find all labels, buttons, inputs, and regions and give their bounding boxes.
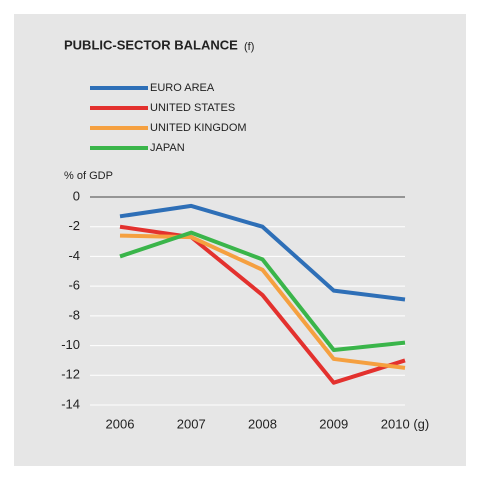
x-tick-label: 2010 (g): [381, 416, 429, 431]
y-tick-label: -4: [68, 248, 80, 263]
series-line: [119, 233, 406, 370]
chart-title: PUBLIC-SECTOR BALANCE: [64, 37, 238, 52]
y-axis-label: % of GDP: [64, 170, 113, 182]
x-tick-label: 2009: [319, 416, 348, 431]
x-tick-label: 2008: [248, 416, 277, 431]
y-tick-label: -6: [68, 278, 80, 293]
series-line: [119, 230, 406, 353]
legend-label: JAPAN: [150, 142, 185, 154]
title-note: (f): [244, 41, 254, 53]
panel: [14, 14, 466, 466]
legend-label: UNITED STATES: [150, 102, 235, 114]
y-tick-label: -10: [61, 337, 80, 352]
x-tick-label: 2006: [106, 416, 135, 431]
y-tick-label: -2: [68, 218, 80, 233]
y-tick-label: -14: [61, 396, 80, 411]
y-tick-label: -8: [68, 307, 80, 322]
series-line: [119, 224, 406, 385]
legend-label: EURO AREA: [150, 82, 215, 94]
y-tick-label: 0: [73, 188, 80, 203]
x-tick-label: 2007: [177, 416, 206, 431]
series-line: [119, 203, 406, 302]
legend-label: UNITED KINGDOM: [150, 122, 247, 134]
y-tick-label: -12: [61, 367, 80, 382]
